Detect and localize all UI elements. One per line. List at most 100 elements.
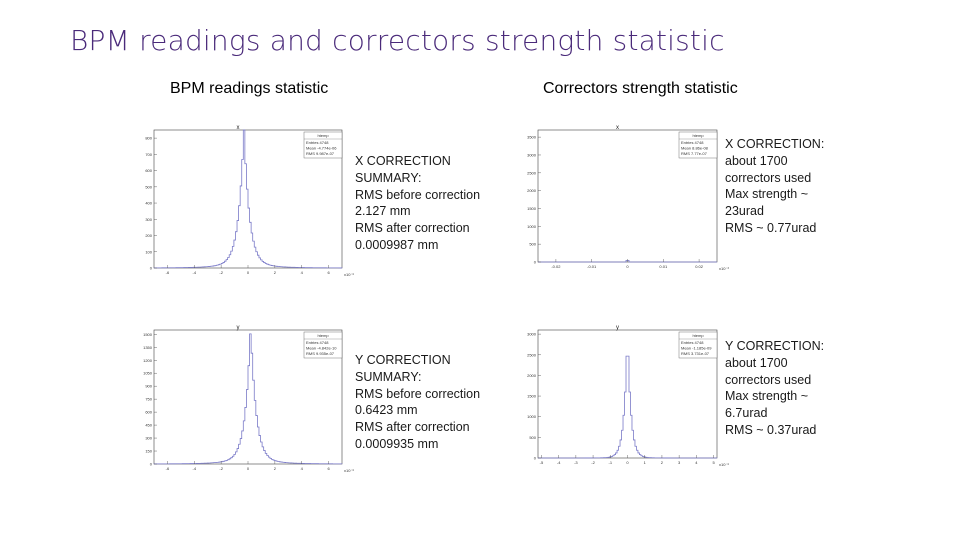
corrector-y-histogram: -5 -4 -3 -2 -1 0 1 2 3 4 5 x10⁻⁶ 0 500 1000 1500 2000 250…	[527, 325, 730, 467]
x-tick-label: -0.01	[587, 264, 597, 269]
corrector-y-summary: Y CORRECTION: about 1700 correctors used…	[725, 339, 825, 437]
chart-title: x	[237, 125, 240, 131]
y-tick-label: 2500	[527, 352, 537, 357]
histogram-line	[153, 129, 343, 269]
x-tick-label: 0	[247, 270, 250, 275]
x-tick-label: 6	[327, 270, 330, 275]
x-tick-label: 2	[661, 460, 664, 465]
stats-line: Mean 8.86e-08	[681, 146, 709, 151]
y-tick-label: 1000	[527, 414, 537, 419]
y-tick-label: 300	[145, 436, 152, 441]
x-tick-label: -4	[557, 460, 561, 465]
corrector-x-histogram: -0.02 -0.01 0 0.01 0.02 x10⁻³ 0 500 1000 1500 2000…	[527, 125, 729, 271]
y-tick-label: 3000	[527, 332, 537, 337]
y-tick-label: 750	[145, 397, 152, 402]
y-tick-label: 2500	[527, 170, 537, 175]
stats-line: Entries 4748	[306, 140, 329, 145]
x-tick-label: -6	[166, 466, 170, 471]
bpm-y-summary: Y CORRECTION SUMMARY: RMS before correct…	[355, 353, 481, 451]
stats-line: RMS 3.731e-07	[681, 351, 710, 356]
y-tick-label: 300	[145, 217, 152, 222]
x-tick-label: -5	[540, 460, 544, 465]
x-tick-label: 0	[626, 460, 629, 465]
y-tick-label: 150	[145, 449, 152, 454]
y-tick-label: 400	[145, 201, 152, 206]
y-tick-label: 800	[145, 136, 152, 141]
x-tick-label: -6	[166, 270, 170, 275]
x-tick-label: -4	[193, 466, 197, 471]
stats-name: htemp	[317, 133, 329, 138]
stats-line: RMS 9.987e-07	[306, 151, 335, 156]
bpm-x-histogram: -6 -4 -2 0 2 4 6 x10⁻⁶ 0 100 200 300 400 500 600 700 800…	[145, 125, 355, 277]
stats-line: Entries 4748	[681, 340, 704, 345]
bpm-x-summary: X CORRECTION SUMMARY: RMS before correct…	[355, 154, 481, 252]
x-axis-exponent: x10⁻⁶	[344, 468, 355, 473]
y-tick-label: 1350	[143, 345, 153, 350]
x-tick-label: -0.02	[551, 264, 561, 269]
y-tick-label: 3000	[527, 152, 537, 157]
x-tick-label: 6	[327, 466, 330, 471]
y-tick-label: 900	[145, 384, 152, 389]
y-tick-label: 0	[534, 456, 537, 461]
stats-name: htemp	[692, 133, 704, 138]
stats-box	[678, 331, 718, 359]
chart-title: y	[616, 325, 619, 331]
stats-line: Mean -1.185e-09	[681, 346, 712, 351]
stats-box	[303, 331, 343, 359]
y-tick-label: 2000	[527, 188, 537, 193]
x-tick-label: 4	[301, 270, 304, 275]
x-tick-label: 4	[301, 466, 304, 471]
x-axis-exponent: x10⁻⁶	[719, 462, 730, 467]
x-tick-label: -3	[574, 460, 578, 465]
y-tick-label: 0	[150, 462, 153, 467]
y-tick-label: 700	[145, 152, 152, 157]
y-tick-label: 1500	[527, 394, 537, 399]
corrector-x-summary: X CORRECTION: about 1700 correctors used…	[725, 137, 825, 235]
x-tick-label: 0.01	[659, 264, 668, 269]
stats-name: htemp	[692, 333, 704, 338]
y-tick-label: 2000	[527, 373, 537, 378]
x-tick-label: -2	[591, 460, 595, 465]
y-tick-label: 600	[145, 168, 152, 173]
stats-line: Mean -4.774e-06	[306, 146, 337, 151]
x-tick-label: -2	[219, 466, 223, 471]
stats-line: Entries 4748	[681, 140, 704, 145]
stats-line: Mean -4.842e-10	[306, 346, 337, 351]
y-tick-label: 600	[145, 410, 152, 415]
histogram-line	[537, 355, 718, 459]
bpm-heading: BPM readings statistic	[170, 80, 329, 97]
x-tick-label: -2	[219, 270, 223, 275]
y-tick-label: 500	[529, 242, 536, 247]
stats-box	[678, 131, 718, 159]
y-tick-label: 3500	[527, 135, 537, 140]
stats-name: htemp	[317, 333, 329, 338]
y-tick-label: 200	[145, 233, 152, 238]
slide-title: BPM readings and correctors strength sta…	[70, 24, 725, 57]
chart-title: x	[616, 125, 619, 131]
y-tick-label: 100	[145, 249, 152, 254]
x-axis-exponent: x10⁻⁶	[344, 272, 355, 277]
x-tick-label: 2	[274, 270, 277, 275]
bpm-y-histogram: -6 -4 -2 0 2 4 6 x10⁻⁶ 0 150 300 450 600 750 900 1050 12…	[143, 325, 355, 473]
stats-line: Entries 4748	[306, 340, 329, 345]
histogram-line	[153, 333, 343, 465]
stats-box	[303, 131, 343, 159]
x-tick-label: 0.02	[695, 264, 704, 269]
x-tick-label: -4	[193, 270, 197, 275]
x-tick-label: 0	[626, 264, 629, 269]
y-tick-label: 1050	[143, 371, 153, 376]
stats-line: RMS 9.935e-07	[306, 351, 335, 356]
y-tick-label: 1000	[527, 224, 537, 229]
y-tick-label: 500	[529, 435, 536, 440]
stats-line: RMS 7.77e-07	[681, 151, 708, 156]
x-tick-label: 0	[247, 466, 250, 471]
correctors-heading: Correctors strength statistic	[543, 80, 738, 97]
x-tick-label: 4	[695, 460, 698, 465]
x-tick-label: 2	[274, 466, 277, 471]
y-tick-label: 0	[534, 260, 537, 265]
x-tick-label: 3	[678, 460, 681, 465]
x-tick-label: -1	[609, 460, 613, 465]
x-tick-label: 5	[712, 460, 715, 465]
y-tick-label: 0	[150, 266, 153, 271]
y-tick-label: 500	[145, 184, 152, 189]
